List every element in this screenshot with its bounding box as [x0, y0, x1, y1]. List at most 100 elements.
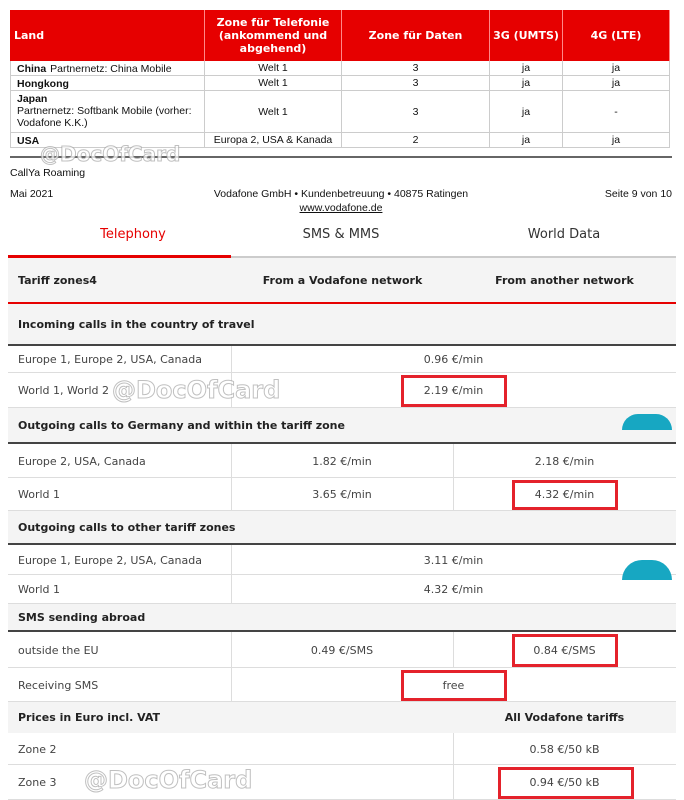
- row-label: Europe 1, Europe 2, USA, Canada: [18, 553, 202, 567]
- g4-cell: -: [563, 91, 670, 133]
- section-header: SMS sending abroad: [8, 604, 676, 632]
- section-title: Incoming calls in the country of travel: [18, 317, 255, 331]
- zone-tel-cell: Welt 1: [205, 61, 342, 76]
- column-divider: [453, 765, 454, 799]
- section-header: Prices in Euro incl. VAT All Vodafone tar…: [8, 702, 676, 733]
- g4-cell: ja: [563, 76, 670, 91]
- country-name: China: [17, 63, 47, 75]
- watermark: @DocOfCard: [111, 376, 281, 405]
- price-vodafone: 3.65 €/min: [312, 488, 372, 501]
- section-header: Outgoing calls to Germany and within the…: [8, 408, 676, 444]
- zone-tel-cell: Welt 1: [205, 91, 342, 133]
- country-cell: Hongkong: [10, 76, 205, 91]
- column-divider: [453, 478, 454, 510]
- partner-note: Partnernetz: China Mobile: [50, 63, 172, 75]
- price-other: 2.18 €/min: [534, 454, 595, 468]
- column-divider: [231, 668, 232, 701]
- footer-company: Vodafone GmbH • Kundenbetreuung • 40875 …: [213, 188, 469, 200]
- highlight-box: [511, 634, 618, 667]
- table-row: [8, 444, 676, 478]
- country-cell: Japan Partnernetz: Softbank Mobile (vorhe…: [10, 91, 205, 133]
- highlight-box: [511, 480, 618, 510]
- data-price: 0.94 €/50 kB: [529, 776, 600, 789]
- zone-tel-cell: Welt 1: [205, 76, 342, 91]
- header-other-network: From another network: [495, 274, 634, 287]
- table-row: [8, 668, 676, 702]
- column-divider: [231, 545, 232, 574]
- partner-note: Partnernetz: Softbank Mobile (vorher: Vo…: [17, 105, 192, 129]
- tab-bar-line: [8, 256, 676, 258]
- chat-fab-icon[interactable]: [622, 560, 672, 580]
- table-row: [8, 632, 676, 668]
- country-name: Hongkong: [17, 78, 69, 90]
- price-other: 4.32 €/min: [534, 488, 595, 501]
- column-divider: [231, 373, 232, 407]
- table-row: [8, 575, 676, 604]
- zone-tel-cell: Europa 2, USA & Kanada: [205, 133, 342, 148]
- zone-data-cell: 3: [342, 91, 490, 133]
- g4-cell: ja: [563, 133, 670, 148]
- section-title: SMS sending abroad: [18, 610, 146, 624]
- row-label: Europe 2, USA, Canada: [18, 454, 146, 468]
- active-tab-indicator: [8, 255, 231, 258]
- header-tariff-zones: Tariff zones4: [18, 274, 97, 287]
- country-name: Japan: [17, 93, 48, 105]
- divider: [10, 156, 672, 158]
- section-title: Prices in Euro incl. VAT: [18, 711, 161, 724]
- table-row: [8, 545, 676, 575]
- column-header: 3G (UMTS): [490, 10, 563, 61]
- country-name: USA: [17, 135, 40, 147]
- zone-data-cell: 2: [342, 133, 490, 148]
- price-value: 4.32 €/min: [423, 583, 484, 596]
- tab-sms-mms[interactable]: SMS & MMS: [302, 227, 380, 242]
- row-label: World 1: [18, 488, 61, 501]
- data-price: 0.58 €/50 kB: [529, 742, 600, 756]
- price-vodafone: 1.82 €/min: [312, 454, 372, 468]
- table-header: Tariff zones4 From a Vodafone network Fr…: [8, 258, 676, 304]
- footer-product: CallYa Roaming: [10, 167, 86, 179]
- table-row: [8, 733, 676, 765]
- row-label: World 1: [18, 583, 61, 596]
- header-vodafone-network: From a Vodafone network: [262, 274, 423, 287]
- tab-telephony[interactable]: Telephony: [100, 227, 166, 242]
- row-label: Europe 1, Europe 2, USA, Canada: [18, 353, 202, 366]
- column-divider: [231, 346, 232, 372]
- footer-url[interactable]: www.vodafone.de: [299, 202, 383, 214]
- table-row: [8, 346, 676, 373]
- column-divider: [231, 478, 232, 510]
- zone-data-cell: 3: [342, 76, 490, 91]
- watermark: @DocOfCard: [39, 142, 181, 167]
- section-header: Outgoing calls to other tariff zones: [8, 511, 676, 545]
- column-header: Zone für Daten: [342, 10, 490, 61]
- tab-world-data[interactable]: World Data: [527, 227, 601, 242]
- column-header: Zone für Telefonie (ankommend und abgehe…: [205, 10, 342, 61]
- row-label: World 1, World 2: [18, 384, 110, 397]
- price-value: 3.11 €/min: [423, 553, 484, 567]
- column-divider: [453, 632, 454, 667]
- column-divider: [453, 733, 454, 764]
- section-title: Outgoing calls to other tariff zones: [18, 520, 236, 534]
- price-other: 0.84 €/SMS: [533, 643, 596, 657]
- zone-data-cell: 3: [342, 61, 490, 76]
- table-row: [8, 373, 676, 408]
- highlight-box: [400, 670, 507, 701]
- chat-fab-icon[interactable]: [622, 414, 672, 430]
- row-label: outside the EU: [18, 643, 99, 657]
- price-value: 0.96 €/min: [423, 353, 484, 366]
- price-vodafone: 0.49 €/SMS: [310, 643, 374, 657]
- country-cell: USA: [10, 133, 205, 148]
- g3-cell: ja: [490, 91, 563, 133]
- column-header: 4G (LTE): [563, 10, 670, 61]
- footer-page: Seite 9 von 10: [604, 188, 672, 200]
- column-divider: [231, 575, 232, 603]
- footer-date: Mai 2021: [10, 188, 54, 200]
- section-header: Incoming calls in the country of travel: [8, 304, 676, 346]
- section-title: Outgoing calls to Germany and within the…: [18, 418, 345, 432]
- column-divider: [453, 444, 454, 477]
- highlight-box: [497, 767, 634, 799]
- g3-cell: ja: [490, 61, 563, 76]
- row-label: Zone 2: [18, 742, 57, 756]
- g3-cell: ja: [490, 133, 563, 148]
- g3-cell: ja: [490, 76, 563, 91]
- column-divider: [231, 632, 232, 667]
